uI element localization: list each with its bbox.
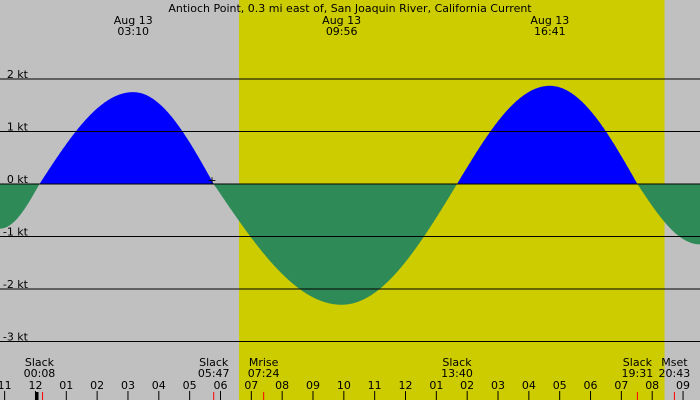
peak-time-label: 09:56 [326,25,358,38]
event-labels: Slack00:08Slack05:47Mrise07:24Slack13:40… [24,356,691,380]
ebb-area-0 [0,184,39,229]
event-label: Slack [623,356,653,369]
event-time-label: 00:08 [24,367,56,380]
x-tick-label: 03 [491,379,505,392]
current-area-layer [0,85,700,305]
event-time-label: 20:43 [659,367,691,380]
x-tick-label: 03 [121,379,135,392]
x-tick-label: 10 [337,379,351,392]
x-tick-label: 09 [306,379,320,392]
x-tick-label: 04 [152,379,166,392]
current-time-marker [35,392,39,400]
chart-title: Antioch Point, 0.3 mi east of, San Joaqu… [168,2,532,15]
event-label: Slack [442,356,472,369]
x-axis: 11 12 01 02 03 04 05 06 07 08 09 10 11 12 01 02 03 04 05 06… [0,379,690,400]
x-tick-label: 12 [28,379,42,392]
x-tick-label: 07 [614,379,628,392]
event-time-label: 07:24 [248,367,280,380]
event-label: Mset [661,356,688,369]
x-tick-label: 01 [59,379,73,392]
x-tick-label: 04 [522,379,536,392]
flood-area-1 [39,92,214,184]
event-time-label: 05:47 [198,367,230,380]
x-tick-label: 09 [676,379,690,392]
y-tick-label: -2 kt [3,278,29,291]
gridline-layer: + [0,78,700,342]
x-tick-label: 02 [460,379,474,392]
peak-time-label: 03:10 [117,25,149,38]
y-tick-label: 2 kt [7,68,29,81]
x-tick-label: 06 [584,379,598,392]
x-tick-label: 05 [553,379,567,392]
x-tick-label: 08 [275,379,289,392]
x-tick-label: 11 [368,379,382,392]
flood-area-3 [457,85,638,184]
peak-date-label: Aug 13 [322,14,361,27]
x-tick-label: 06 [213,379,227,392]
x-tick-label: 12 [399,379,413,392]
x-tick-label: 01 [429,379,443,392]
x-tick-label: 11 [0,379,12,392]
x-tick-label: 05 [183,379,197,392]
y-tick-label: -3 kt [3,331,29,344]
x-tick-label: 02 [90,379,104,392]
event-time-label: 13:40 [441,367,473,380]
y-tick-label: -1 kt [3,226,29,239]
event-time-label: 19:31 [622,367,654,380]
x-tick-label: 08 [645,379,659,392]
y-axis-labels: 2 kt 1 kt 0 kt -1 kt -2 kt -3 kt [3,68,29,344]
ebb-area-4 [637,184,700,245]
x-tick-label: 07 [244,379,258,392]
ebb-area-2 [214,184,457,305]
event-label: Mrise [249,356,279,369]
y-tick-label: 0 kt [7,173,29,186]
event-label: Slack [25,356,55,369]
peak-date-label: Aug 13 [114,14,153,27]
now-marker: + [207,174,216,187]
peak-date-label: Aug 13 [530,14,569,27]
event-label: Slack [199,356,229,369]
peak-time-label: 16:41 [534,25,566,38]
y-tick-label: 1 kt [7,121,29,134]
